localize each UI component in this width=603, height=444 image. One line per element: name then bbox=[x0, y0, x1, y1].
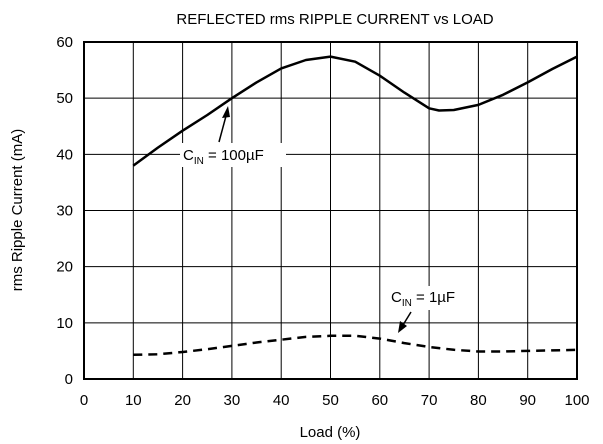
x-tick-label: 30 bbox=[224, 392, 241, 409]
x-tick-label: 20 bbox=[174, 392, 191, 409]
y-tick-label: 30 bbox=[56, 203, 73, 220]
y-tick-label: 10 bbox=[56, 315, 73, 332]
series-line-cin-1uf bbox=[133, 334, 578, 357]
chart-title: REFLECTED rms RIPPLE CURRENT vs LOAD bbox=[176, 11, 493, 28]
annotation-100uf-arrowhead bbox=[222, 106, 230, 118]
y-tick-label: 0 bbox=[65, 371, 73, 388]
annotation-100uf-value: = 100µF bbox=[204, 147, 264, 164]
y-axis-ticks: 0 10 20 30 40 50 60 bbox=[56, 34, 73, 388]
plot-frame bbox=[83, 41, 578, 380]
svg-text:CIN = 100µF: CIN = 100µF bbox=[183, 147, 264, 167]
annotation-1uf-c: C bbox=[391, 289, 402, 306]
series-lines bbox=[132, 55, 578, 357]
x-axis-label: Load (%) bbox=[300, 424, 361, 441]
x-tick-label: 90 bbox=[519, 392, 536, 409]
annotation-100uf-c: C bbox=[183, 147, 194, 164]
annotation-100uf-sub: IN bbox=[194, 156, 204, 167]
x-tick-label: 60 bbox=[371, 392, 388, 409]
y-axis-label: rms Ripple Current (mA) bbox=[9, 129, 26, 292]
y-tick-label: 60 bbox=[56, 34, 73, 51]
annotation-100uf-arrow bbox=[218, 115, 227, 143]
annotation-1uf-sub: IN bbox=[402, 298, 412, 309]
x-axis-ticks: 0 10 20 30 40 50 60 70 80 90 100 bbox=[80, 392, 590, 409]
annotation-1uf-arrow bbox=[402, 311, 412, 326]
x-tick-label: 0 bbox=[80, 392, 88, 409]
x-tick-label: 10 bbox=[125, 392, 142, 409]
annotation-1uf-value: = 1µF bbox=[412, 289, 455, 306]
x-tick-label: 40 bbox=[273, 392, 290, 409]
annotation-100uf: CIN = 100µF bbox=[180, 106, 286, 167]
x-tick-label: 100 bbox=[564, 392, 589, 409]
y-tick-label: 20 bbox=[56, 259, 73, 276]
x-tick-label: 80 bbox=[470, 392, 487, 409]
x-tick-label: 50 bbox=[322, 392, 339, 409]
y-tick-label: 40 bbox=[56, 146, 73, 163]
x-tick-label: 70 bbox=[421, 392, 438, 409]
series-line-cin-100uf bbox=[132, 55, 578, 167]
svg-text:CIN = 1µF: CIN = 1µF bbox=[391, 289, 455, 309]
y-tick-label: 50 bbox=[56, 90, 73, 107]
annotation-1uf: CIN = 1µF bbox=[386, 286, 470, 333]
grid-lines bbox=[84, 42, 577, 379]
annotation-1uf-arrowhead bbox=[398, 321, 407, 333]
